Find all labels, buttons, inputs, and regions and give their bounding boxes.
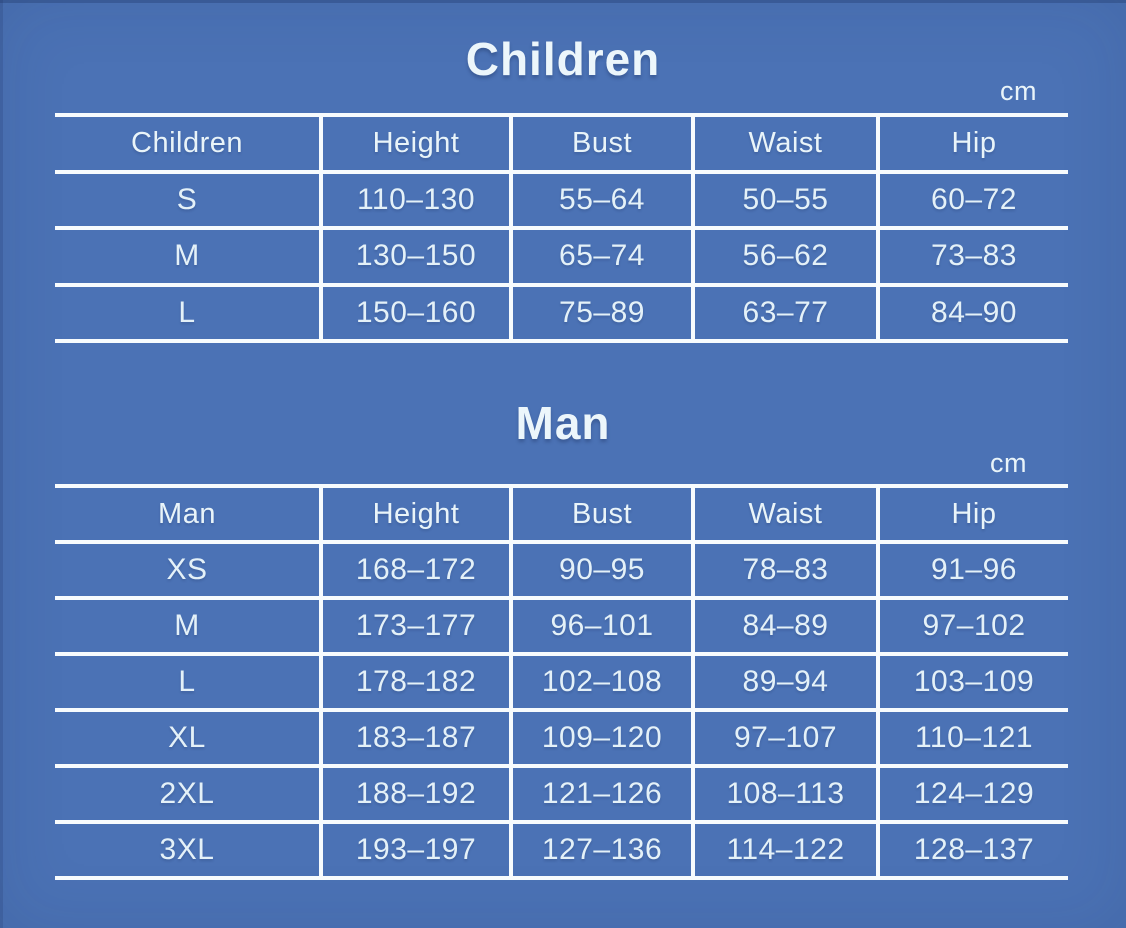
children-row-0: S 110–130 55–64 50–55 60–72	[55, 173, 1068, 230]
man-size-label-cell: L	[55, 656, 323, 708]
children-size-label-cell: L	[55, 286, 323, 339]
man-unit-label: cm	[990, 448, 1027, 478]
children-row-1: M 130–150 65–74 56–62 73–83	[55, 230, 1068, 287]
man-row-5: 3XL 193–197 127–136 114–122 128–137	[55, 824, 1068, 880]
man-value-cell: 108–113	[695, 768, 880, 820]
man-header-row: Man Height Bust Waist Hip	[55, 488, 1068, 544]
children-value-cell: 130–150	[323, 230, 513, 283]
man-value-cell: 84–89	[695, 600, 880, 652]
man-row-4: 2XL 188–192 121–126 108–113 124–129	[55, 768, 1068, 824]
man-value-cell: 109–120	[513, 712, 695, 764]
children-size-table: Children Height Bust Waist Hip S 110–130 55–64 5…	[55, 113, 1068, 343]
man-value-cell: 90–95	[513, 544, 695, 596]
man-value-cell: 193–197	[323, 824, 513, 876]
man-row-1: M 173–177 96–101 84–89 97–102	[55, 600, 1068, 656]
children-size-label-cell: S	[55, 173, 323, 226]
children-unit-label: cm	[1000, 76, 1037, 106]
man-value-cell: 127–136	[513, 824, 695, 876]
man-value-cell: 102–108	[513, 656, 695, 708]
man-header-cell-3: Waist	[695, 488, 880, 540]
children-value-cell: 60–72	[931, 182, 1017, 216]
children-value-cell: 110–130	[323, 173, 513, 226]
children-value-cell: 75–89	[513, 286, 695, 339]
man-value-cell: 89–94	[695, 656, 880, 708]
man-value-cell: 96–101	[513, 600, 695, 652]
man-header-cell-4: Hip	[951, 497, 997, 530]
man-row-0: XS 168–172 90–95 78–83 91–96	[55, 544, 1068, 600]
children-value-cell: 55–64	[513, 173, 695, 226]
man-value-cell: 110–121	[914, 721, 1034, 754]
children-value-cell: 65–74	[513, 230, 695, 283]
man-size-label-cell: 3XL	[55, 824, 323, 876]
man-value-cell: 173–177	[323, 600, 513, 652]
man-value-cell: 97–107	[695, 712, 880, 764]
man-value-cell: 78–83	[695, 544, 880, 596]
children-value-cell: 73–83	[931, 239, 1017, 273]
children-size-label-cell: M	[55, 230, 323, 283]
man-value-cell: 91–96	[931, 553, 1017, 586]
man-value-cell: 114–122	[695, 824, 880, 876]
man-header-cell-0: Man	[55, 488, 323, 540]
man-size-label-cell: 2XL	[55, 768, 323, 820]
man-value-cell: 121–126	[513, 768, 695, 820]
man-row-2: L 178–182 102–108 89–94 103–109	[55, 656, 1068, 712]
children-header-cell-4: Hip	[951, 126, 997, 159]
children-header-cell-0: Children	[55, 117, 323, 170]
children-header-row: Children Height Bust Waist Hip	[55, 117, 1068, 174]
children-header-cell-2: Bust	[513, 117, 695, 170]
children-value-cell: 56–62	[695, 230, 880, 283]
man-value-cell: 178–182	[323, 656, 513, 708]
man-value-cell: 124–129	[913, 777, 1035, 810]
man-size-label-cell: XL	[55, 712, 323, 764]
man-value-cell: 183–187	[323, 712, 513, 764]
children-value-cell: 63–77	[695, 286, 880, 339]
man-section-title: Man	[515, 397, 611, 449]
man-value-cell: 97–102	[922, 609, 1026, 642]
children-value-cell: 150–160	[323, 286, 513, 339]
children-section-title: Children	[465, 33, 661, 85]
man-size-table: Man Height Bust Waist Hip XS 168–172 90–95 78–83…	[55, 484, 1068, 880]
man-value-cell: 188–192	[323, 768, 513, 820]
man-value-cell: 103–109	[913, 665, 1035, 698]
children-row-2: L 150–160 75–89 63–77 84–90	[55, 286, 1068, 343]
man-row-3: XL 183–187 109–120 97–107 110–121	[55, 712, 1068, 768]
children-header-cell-3: Waist	[695, 117, 880, 170]
man-size-label-cell: XS	[55, 544, 323, 596]
children-value-cell: 50–55	[695, 173, 880, 226]
man-value-cell: 128–137	[913, 833, 1035, 866]
man-header-cell-1: Height	[323, 488, 513, 540]
man-size-label-cell: M	[55, 600, 323, 652]
children-value-cell: 84–90	[931, 295, 1017, 329]
man-value-cell: 168–172	[323, 544, 513, 596]
man-header-cell-2: Bust	[513, 488, 695, 540]
children-header-cell-1: Height	[323, 117, 513, 170]
